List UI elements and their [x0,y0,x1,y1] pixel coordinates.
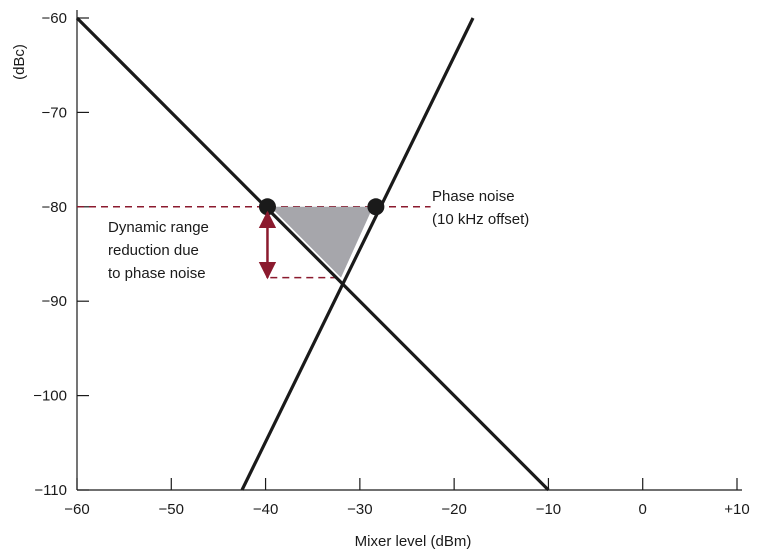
series-line-2 [240,17,475,491]
x-ticks: −60 −50 −40 −30 −20 −10 0 +10 [64,478,750,518]
y-ticks: −60 −70 −80 −90 −100 −110 [33,10,89,499]
dynamic-range-label: Dynamic range reduction due to phase noi… [108,219,213,282]
y-tick-label: −110 [34,482,67,499]
x-tick-label: −40 [253,501,278,518]
axes [76,10,742,491]
y-tick-label: −90 [42,293,67,310]
series-line-1 [75,16,550,492]
x-tick-label: −50 [159,501,184,518]
x-tick-label: 0 [639,501,647,518]
intersection-marker-2 [367,198,385,216]
y-tick-label: −80 [42,199,67,216]
x-tick-label: −30 [347,501,372,518]
x-axis-title: Mixer level (dBm) [355,533,472,550]
x-tick-label: −10 [536,501,561,518]
y-tick-label: −100 [33,388,67,405]
y-tick-label: −60 [42,10,67,27]
series-lines [75,16,550,492]
x-tick-label: −60 [64,501,89,518]
y-axis-title: (dBc) [11,44,28,80]
x-tick-label: +10 [724,501,749,518]
x-tick-label: −20 [441,501,466,518]
phase-noise-label: Phase noise (10 kHz offset) [432,188,529,228]
dynamic-range-reduction-region [270,206,374,278]
y-tick-label: −70 [42,104,67,121]
